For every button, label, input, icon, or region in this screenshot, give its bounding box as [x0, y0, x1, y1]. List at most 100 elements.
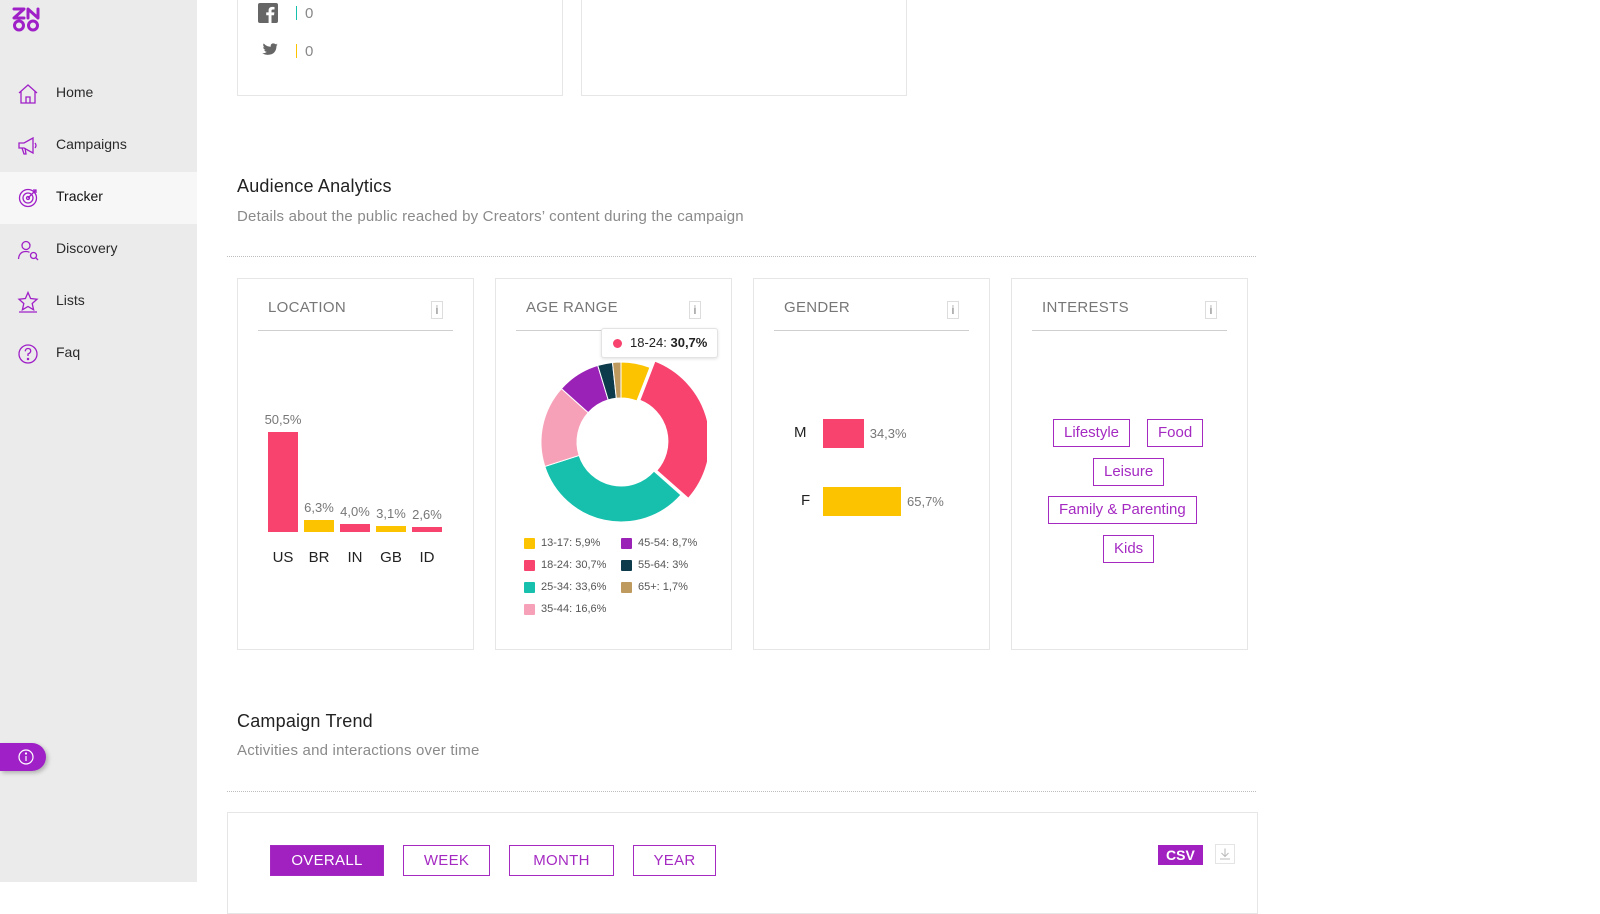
sidebar-item-discovery[interactable]: Discovery [0, 224, 197, 276]
legend-label: 45-54: 8,7% [638, 537, 698, 549]
facebook-icon [258, 3, 278, 23]
sidebar-item-label: Lists [56, 292, 85, 308]
legend-label: 35-44: 16,6% [541, 603, 607, 615]
legend-label: 65+: 1,7% [638, 581, 688, 593]
user-search-icon [17, 240, 39, 261]
megaphone-icon [18, 136, 37, 155]
sidebar-item-label: Home [56, 84, 94, 100]
interests-card: INTERESTS i Lifestyle Food Leisure Famil… [1011, 278, 1248, 650]
tooltip-value: 30,7% [670, 335, 708, 350]
location-value-label: 4,0% [340, 504, 370, 520]
gender-bar-f[interactable] [823, 487, 901, 516]
facebook-bar [296, 6, 297, 20]
location-bar-id[interactable] [412, 526, 442, 532]
age-range-info-button[interactable]: i [689, 301, 701, 319]
age-legend-item: 18-24: 30,7% [524, 559, 606, 571]
gender-card: GENDER i M 34,3% F 65,7% [753, 278, 990, 650]
interest-tag-kids[interactable]: Kids [1103, 535, 1155, 563]
info-icon [18, 749, 34, 765]
social-stats-card: 0 0 [237, 0, 563, 96]
gender-bar-m[interactable] [823, 419, 864, 448]
sidebar-item-faq[interactable]: Faq [0, 328, 197, 380]
period-overall-button[interactable]: OVERALL [270, 845, 384, 876]
age-slice-25-34[interactable] [544, 454, 682, 523]
twitter-bar [296, 44, 297, 58]
chart-tooltip: 18-24: 30,7% [601, 328, 719, 358]
info-button[interactable] [0, 743, 46, 771]
location-bar-in[interactable] [340, 524, 370, 532]
gender-value-label: 34,3% [869, 426, 907, 441]
card-divider [258, 330, 453, 331]
location-title: LOCATION [268, 299, 346, 316]
location-bar-br[interactable] [304, 519, 334, 532]
facebook-value: 0 [305, 4, 314, 22]
age-slice-13-17[interactable] [620, 361, 651, 402]
legend-label: 25-34: 33,6% [541, 581, 607, 593]
age-legend-item: 35-44: 16,6% [524, 603, 606, 615]
gender-info-button[interactable]: i [947, 301, 959, 319]
interest-tag-food[interactable]: Food [1147, 419, 1204, 447]
legend-swatch [621, 581, 632, 593]
gender-title: GENDER [784, 299, 850, 316]
interests-title: INTERESTS [1042, 299, 1129, 316]
card-divider [774, 330, 969, 331]
gender-label-m: M [794, 424, 807, 441]
location-category-label: US [272, 549, 294, 566]
location-card: LOCATION i 50,5% US 6,3% BR 4,0% IN 3,1% GB 2,6%… [237, 278, 474, 650]
legend-swatch [621, 537, 632, 549]
star-list-icon [17, 290, 39, 313]
location-bar-us[interactable] [268, 432, 298, 532]
question-icon [18, 344, 38, 364]
age-range-card: AGE RANGE i 18-24: 30,7% 13-17: 5,9% 18-2… [495, 278, 732, 650]
gender-label-f: F [801, 492, 811, 509]
location-bar-gb[interactable] [376, 525, 406, 532]
legend-label: 18-24: 30,7% [541, 559, 607, 571]
facebook-row: 0 [258, 3, 313, 23]
location-category-label: GB [380, 549, 402, 566]
home-icon [18, 84, 38, 104]
interest-tag-family-parenting[interactable]: Family & Parenting [1048, 496, 1197, 524]
age-range-title: AGE RANGE [526, 299, 618, 316]
interests-info-button[interactable]: i [1205, 301, 1217, 319]
legend-swatch [524, 603, 535, 615]
age-legend-item: 13-17: 5,9% [524, 537, 600, 549]
divider [227, 791, 1256, 792]
csv-export-button[interactable]: CSV [1158, 845, 1203, 865]
location-value-label: 2,6% [412, 506, 442, 522]
age-slice-65plus[interactable] [611, 361, 622, 399]
twitter-value: 0 [305, 42, 314, 60]
sidebar-item-campaigns[interactable]: Campaigns [0, 120, 197, 172]
download-button[interactable] [1215, 844, 1235, 864]
audience-subtitle: Details about the public reached by Crea… [237, 208, 744, 225]
trend-title: Campaign Trend [237, 711, 373, 731]
legend-swatch [524, 537, 535, 549]
period-month-button[interactable]: MONTH [509, 845, 614, 876]
period-week-button[interactable]: WEEK [403, 845, 490, 876]
target-icon [18, 188, 38, 208]
logo-icon [12, 7, 40, 32]
gender-value-label: 65,7% [907, 494, 944, 509]
trend-subtitle: Activities and interactions over time [237, 742, 480, 759]
twitter-row: 0 [258, 42, 313, 60]
divider [227, 256, 1256, 257]
card-divider [1032, 330, 1227, 331]
trend-card: OVERALL WEEK MONTH YEAR CSV [227, 812, 1258, 914]
location-category-label: BR [308, 549, 330, 566]
legend-label: 55-64: 3% [638, 559, 689, 571]
location-value-label: 50,5% [264, 412, 302, 427]
location-info-button[interactable]: i [431, 301, 443, 319]
age-slice-18-24[interactable] [639, 360, 707, 499]
twitter-icon [262, 43, 278, 55]
location-category-label: ID [419, 549, 435, 566]
period-year-button[interactable]: YEAR [633, 845, 716, 876]
age-legend-item: 25-34: 33,6% [524, 581, 606, 593]
audience-title: Audience Analytics [237, 176, 392, 196]
sidebar-item-lists[interactable]: Lists [0, 276, 197, 328]
legend-swatch [524, 559, 535, 571]
sidebar-item-home[interactable]: Home [0, 68, 197, 120]
interest-tag-leisure[interactable]: Leisure [1093, 458, 1165, 486]
sidebar-item-label: Discovery [56, 240, 118, 256]
sidebar-item-tracker[interactable]: Tracker [0, 172, 197, 224]
interest-tag-lifestyle[interactable]: Lifestyle [1053, 419, 1131, 447]
age-legend-item: 55-64: 3% [621, 559, 688, 571]
